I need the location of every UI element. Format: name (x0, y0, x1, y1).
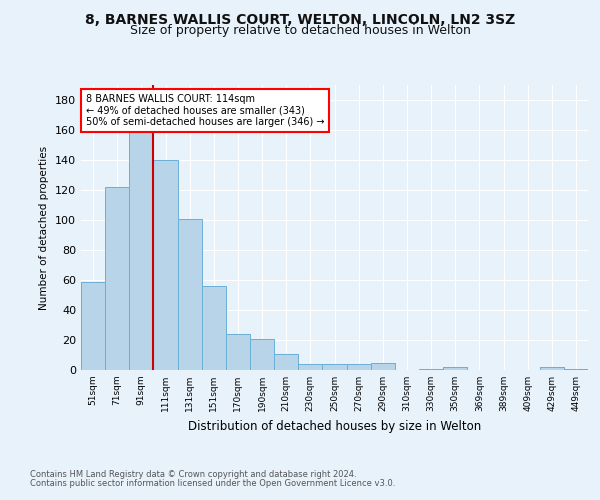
Bar (81, 282, 105, 370)
Bar (105, 187, 129, 370)
Bar (250, 338, 274, 370)
Y-axis label: Number of detached properties: Number of detached properties (40, 146, 49, 310)
Bar (443, 367, 467, 370)
X-axis label: Distribution of detached houses by size in Welton: Distribution of detached houses by size … (188, 420, 481, 432)
Bar (178, 218, 202, 370)
Text: Size of property relative to detached houses in Welton: Size of property relative to detached ho… (130, 24, 470, 37)
Bar (274, 354, 298, 370)
Text: 8 BARNES WALLIS COURT: 114sqm
← 49% of detached houses are smaller (343)
50% of : 8 BARNES WALLIS COURT: 114sqm ← 49% of d… (86, 94, 325, 126)
Bar (322, 364, 347, 370)
Text: 8, BARNES WALLIS COURT, WELTON, LINCOLN, LN2 3SZ: 8, BARNES WALLIS COURT, WELTON, LINCOLN,… (85, 12, 515, 26)
Bar (154, 160, 178, 370)
Text: Contains HM Land Registry data © Crown copyright and database right 2024.: Contains HM Land Registry data © Crown c… (30, 470, 356, 479)
Bar (419, 368, 443, 370)
Bar (202, 286, 226, 370)
Bar (564, 368, 588, 370)
Bar (540, 367, 564, 370)
Bar (371, 362, 395, 370)
Bar (347, 364, 371, 370)
Bar (129, 130, 154, 370)
Bar (226, 334, 250, 370)
Bar (298, 364, 322, 370)
Text: Contains public sector information licensed under the Open Government Licence v3: Contains public sector information licen… (30, 478, 395, 488)
